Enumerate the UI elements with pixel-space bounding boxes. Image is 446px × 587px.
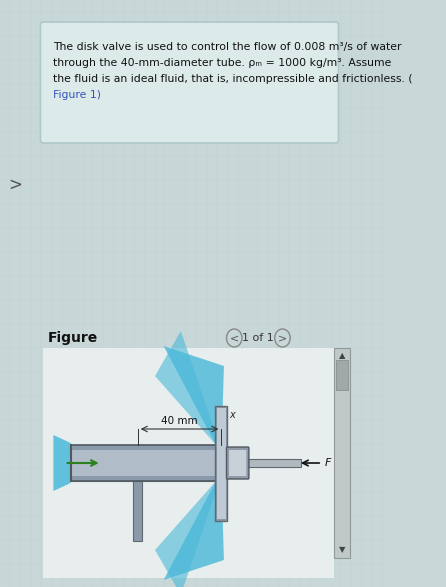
FancyBboxPatch shape [229,450,246,476]
FancyBboxPatch shape [133,481,142,541]
FancyBboxPatch shape [217,408,226,519]
Text: the fluid is an ideal fluid, that is, incompressible and frictionless. (: the fluid is an ideal fluid, that is, in… [54,74,413,84]
FancyBboxPatch shape [215,406,227,521]
FancyBboxPatch shape [70,450,219,476]
FancyBboxPatch shape [227,447,249,479]
Text: >: > [278,333,287,343]
Polygon shape [155,331,221,451]
FancyBboxPatch shape [70,445,219,481]
FancyBboxPatch shape [70,476,219,481]
FancyBboxPatch shape [43,348,334,578]
FancyBboxPatch shape [70,449,215,477]
Text: >: > [8,176,22,194]
FancyBboxPatch shape [336,360,348,390]
Text: x: x [229,410,235,420]
Text: Figure 1): Figure 1) [54,90,101,100]
Text: ▼: ▼ [339,545,345,555]
Text: ▲: ▲ [339,352,345,360]
FancyBboxPatch shape [70,445,219,450]
Polygon shape [164,471,224,580]
FancyBboxPatch shape [248,459,301,467]
Polygon shape [155,475,221,587]
Text: The disk valve is used to control the flow of 0.008 m³/s of water: The disk valve is used to control the fl… [54,42,402,52]
Text: F: F [325,458,331,468]
Text: Figure: Figure [47,331,98,345]
FancyBboxPatch shape [41,22,339,143]
FancyBboxPatch shape [334,348,350,558]
Text: 40 mm: 40 mm [161,416,198,426]
Text: through the 40-mm-diameter tube. ρₘ = 1000 kg/m³. Assume: through the 40-mm-diameter tube. ρₘ = 10… [54,58,392,68]
Polygon shape [54,435,70,491]
Text: <: < [230,333,239,343]
Polygon shape [164,346,224,455]
Text: 1 of 1: 1 of 1 [243,333,274,343]
